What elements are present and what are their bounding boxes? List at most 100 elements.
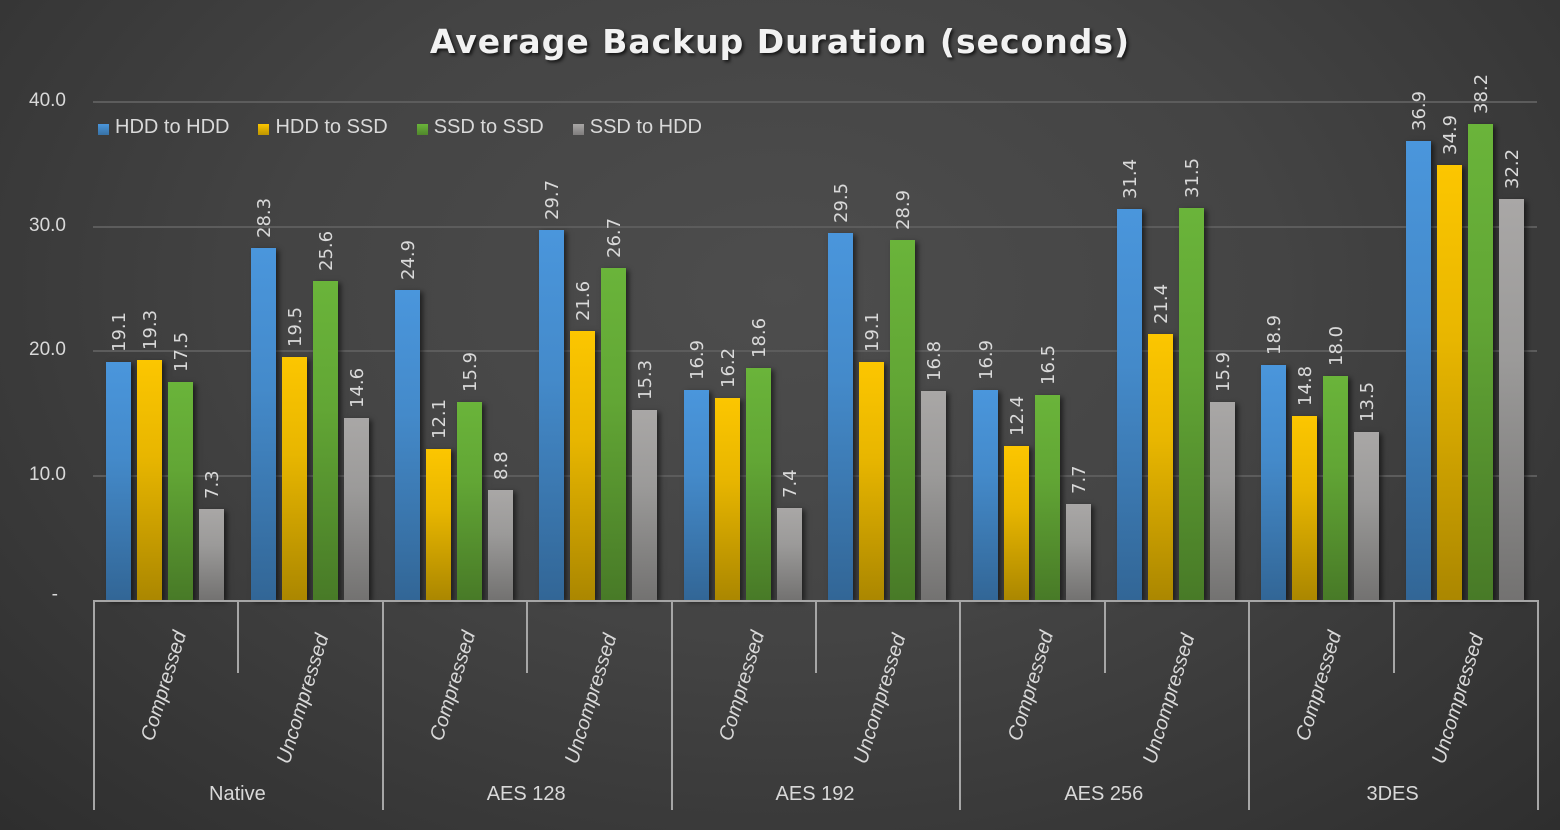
legend-swatch-icon [98,124,109,135]
category-divider [381,600,384,810]
bar [343,418,369,600]
data-label: 24.9 [398,239,419,280]
bar [890,240,916,600]
bar [1354,431,1380,600]
legend-swatch-icon [258,124,270,135]
data-label: 31.4 [1120,158,1141,200]
legend-item: SSD to SSD [416,116,544,139]
category-divider [959,600,962,810]
category-label: AES 192 [775,783,855,805]
category-label: Native [209,783,266,805]
bar [281,357,307,600]
data-label: 14.8 [1295,365,1317,406]
bar [714,398,740,600]
subcategory-label: Compressed [426,628,481,744]
data-label: 26.7 [604,217,626,258]
bar [1148,333,1173,600]
data-label: 16.5 [1037,344,1059,385]
y-axis-tick-label: 20.0 [29,339,66,360]
bar [395,289,420,600]
data-label: 14.6 [346,368,368,409]
legend-label: HDD to SSD [275,116,388,138]
subcategory-label: Uncompressed [850,631,911,767]
subcategory-divider [1103,600,1106,673]
subcategory-divider [526,600,529,673]
category-divider [93,600,95,810]
data-label: 28.3 [253,197,275,238]
data-label: 13.5 [1357,381,1379,422]
bar [745,368,771,600]
gridline [93,474,1537,477]
data-label: 15.9 [1213,351,1234,393]
data-label: 18.9 [1264,314,1286,355]
subcategory-label: Compressed [1292,628,1347,744]
data-label: 28.9 [893,190,915,231]
bar [828,232,854,600]
legend: HDD to HDD HDD to SSD SSD to SSD SSD to HDD [98,116,731,139]
bar [199,509,225,600]
y-axis-tick-label: 10.0 [29,463,66,485]
category-divider [670,600,673,810]
gridline [93,101,1537,103]
bar [1405,140,1431,600]
data-label: 7.4 [779,469,801,498]
data-label: 31.5 [1182,157,1203,198]
data-label: 21.4 [1151,283,1172,324]
bar [1210,402,1235,600]
gridline [93,350,1537,352]
data-label: 19.1 [862,312,884,353]
data-label: 18.0 [1326,325,1348,366]
bar [1117,209,1142,600]
data-label: 19.3 [140,309,162,350]
data-label: 19.1 [109,312,131,353]
data-label: 29.7 [542,180,564,221]
legend-swatch-icon [416,124,428,135]
bar [570,331,596,600]
bar [168,382,194,600]
data-label: 29.5 [831,182,853,223]
subcategory-label: Compressed [137,628,192,744]
data-label: 8.8 [491,451,512,481]
category-divider [1248,600,1251,810]
bar [776,507,802,600]
subcategory-label: Uncompressed [272,631,333,767]
data-label: 25.6 [315,231,337,272]
data-label: 15.3 [635,359,657,400]
bar [426,449,451,600]
bar [859,362,885,600]
chart-title: Average Backup Duration (seconds) [429,22,1131,61]
data-label: 12.1 [429,399,450,440]
data-label: 16.2 [717,348,739,389]
gridline [93,225,1537,228]
data-label: 16.9 [686,339,708,380]
bar [683,389,709,600]
bar [137,359,163,600]
bar [457,402,482,600]
subcategory-label: Uncompressed [1427,631,1489,767]
bar [1065,504,1091,600]
bar [1003,445,1029,600]
data-label: 15.9 [460,351,481,393]
bar [1498,199,1524,600]
legend-swatch-icon [572,124,584,135]
data-label: 38.2 [1470,74,1492,115]
data-label: 7.3 [202,470,224,500]
category-label: AES 256 [1064,783,1144,805]
bar [1292,415,1318,600]
data-label: 7.7 [1068,465,1090,495]
legend-label: HDD to HDD [115,116,230,138]
bar [106,362,132,600]
legend-label: SSD to HDD [589,116,702,138]
bar [601,267,627,600]
subcategory-label: Compressed [714,628,769,744]
subcategory-divider [237,600,240,673]
data-label: 36.9 [1408,90,1430,131]
legend-item: HDD to SSD [258,116,388,139]
data-label: 32.2 [1501,149,1523,190]
legend-item: HDD to HDD [98,116,229,139]
category-divider [1537,600,1539,810]
bar [488,490,513,600]
bar [632,409,658,600]
bar [1034,394,1060,600]
